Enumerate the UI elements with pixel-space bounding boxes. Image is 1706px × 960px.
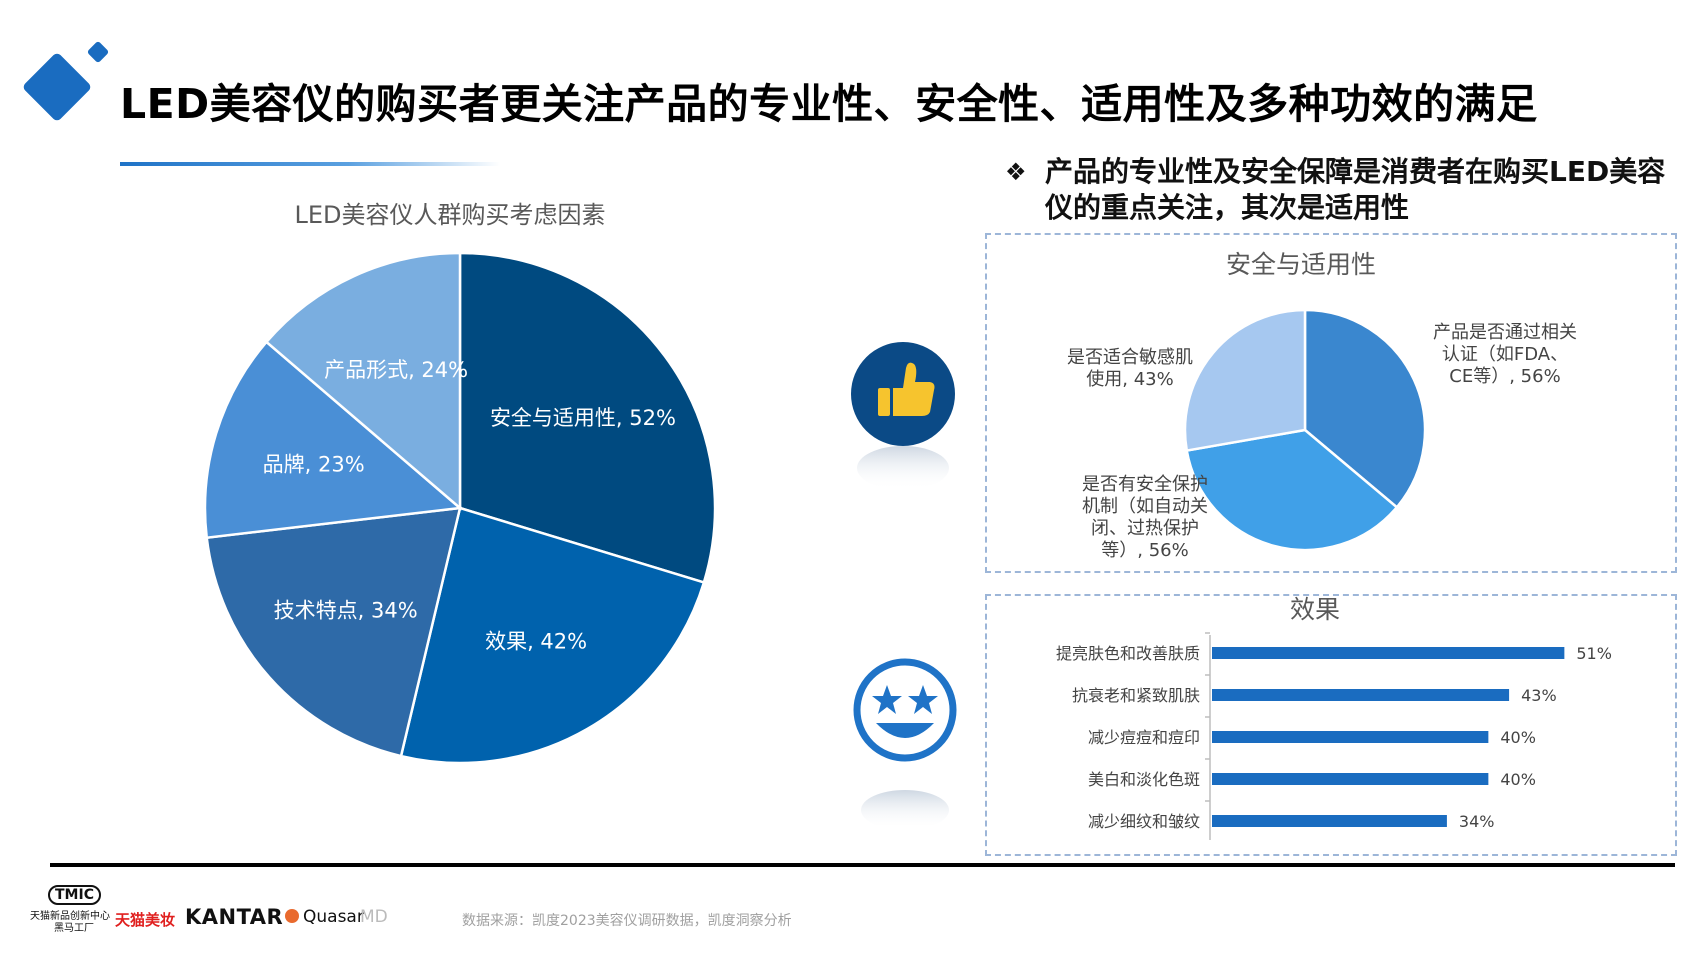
tmic-logo: TMIC [48, 885, 101, 905]
effect-category-label-0: 提亮肤色和改善肤质 [1056, 644, 1200, 663]
main-pie-title: LED美容仪人群购买考虑因素 [294, 201, 606, 229]
quasar-dot-icon [285, 909, 299, 923]
safety-label-sensitive-line: 使用, 43% [1086, 369, 1174, 390]
bottom-rule [50, 863, 1675, 867]
effect-category-label-3: 美白和淡化色斑 [1088, 770, 1200, 789]
safety-label-certification-line: 产品是否通过相关 [1433, 322, 1577, 343]
safety-label-certification: 产品是否通过相关 认证（如FDA、 CE等）, 56% [1410, 322, 1600, 388]
safety-label-certification-line: 认证（如FDA、 [1441, 344, 1569, 365]
bullet-mark: ❖ [1005, 158, 1027, 186]
blue-diamonds-logo-icon [23, 41, 109, 121]
kantar-logo: KANTAR [185, 905, 284, 929]
main-pie-label-3: 品牌, 23% [263, 452, 365, 476]
tmic-line2: 黑马工厂 [54, 923, 94, 934]
page-title: LED美容仪的购买者更关注产品的专业性、安全性、适用性及多种功效的满足 [120, 80, 1538, 128]
quasar-logo: Quasar [303, 907, 364, 927]
safety-label-protection: 是否有安全保护 机制（如自动关 闭、过热保护 等）, 56% [1070, 474, 1220, 562]
effect-bar-1 [1212, 689, 1510, 701]
quasar-md-logo: MD [360, 907, 388, 927]
main-pie-slice-3 [203, 340, 463, 540]
safety-pie-title: 安全与适用性 [1225, 250, 1376, 279]
effect-value-label-4: 34% [1459, 812, 1495, 831]
tmall-beauty-logo: 天猫美妆 [115, 911, 176, 929]
effect-value-label-2: 40% [1500, 728, 1536, 747]
source-note: 数据来源：凯度2023美容仪调研数据，凯度洞察分析 [462, 913, 792, 929]
effect-panel [985, 594, 1677, 856]
effect-value-label-1: 43% [1521, 686, 1557, 705]
tmic-line1: 天猫新品创新中心 [30, 911, 110, 922]
footer-logos: TMIC 天猫新品创新中心 黑马工厂 天猫美妆 KANTAR Quasar MD [30, 885, 430, 945]
effect-bar-2 [1212, 731, 1489, 743]
safety-pie-chart [1183, 308, 1427, 552]
effect-bar-title: 效果 [1289, 595, 1340, 624]
safety-label-protection-line: 机制（如自动关 [1082, 496, 1208, 517]
main-pie-slice-0 [458, 251, 717, 584]
effect-bar-0 [1212, 647, 1565, 659]
main-pie-label-0: 安全与适用性, 52% [490, 406, 676, 430]
effect-value-label-0: 51% [1576, 644, 1612, 663]
effect-value-label-3: 40% [1500, 770, 1536, 789]
star-eyes-smiley-icon [853, 658, 957, 825]
safety-label-certification-line: CE等）, 56% [1449, 366, 1561, 387]
safety-pie-slice-0 [1303, 308, 1427, 510]
safety-label-sensitive-line: 是否适合敏感肌 [1067, 347, 1193, 368]
effect-bar-4 [1212, 815, 1447, 827]
main-pie-slice-4 [264, 251, 462, 511]
safety-label-sensitive-skin: 是否适合敏感肌 使用, 43% [1050, 347, 1210, 391]
safety-label-protection-line: 闭、过热保护 [1091, 518, 1199, 539]
effect-category-label-2: 减少痘痘和痘印 [1088, 728, 1200, 747]
title-underline [120, 162, 500, 166]
safety-pie-slice-2 [1183, 308, 1307, 453]
main-pie-slice-1 [399, 506, 706, 765]
safety-label-protection-line: 是否有安全保护 [1082, 474, 1208, 495]
bullet-text: 产品的专业性及安全保障是消费者在购买LED美容仪的重点关注，其次是适用性 [1045, 155, 1666, 224]
safety-pie-slice-1 [1185, 428, 1399, 552]
effect-category-label-4: 减少细纹和皱纹 [1088, 812, 1200, 831]
main-pie-chart: 安全与适用性, 52% 效果, 42% 技术特点, 34% 品牌, 23% 产品形式, … [203, 251, 717, 765]
main-pie-label-4: 产品形式, 24% [324, 358, 468, 382]
safety-panel [985, 233, 1677, 573]
thumbs-up-icon [851, 342, 955, 488]
main-pie-label-1: 效果, 42% [485, 630, 587, 654]
effect-category-label-1: 抗衰老和紧致肌肤 [1072, 686, 1200, 705]
effect-bar-3 [1212, 773, 1489, 785]
main-pie-slice-2 [205, 506, 462, 758]
main-pie-label-2: 技术特点, 34% [274, 599, 418, 623]
effect-bar-chart: 提亮肤色和改善肤质 51% 抗衰老和紧致肌肤 43% 减少痘痘和痘印 40% 美白和淡化色斑… [1056, 632, 1612, 840]
safety-label-protection-line: 等）, 56% [1101, 540, 1189, 561]
